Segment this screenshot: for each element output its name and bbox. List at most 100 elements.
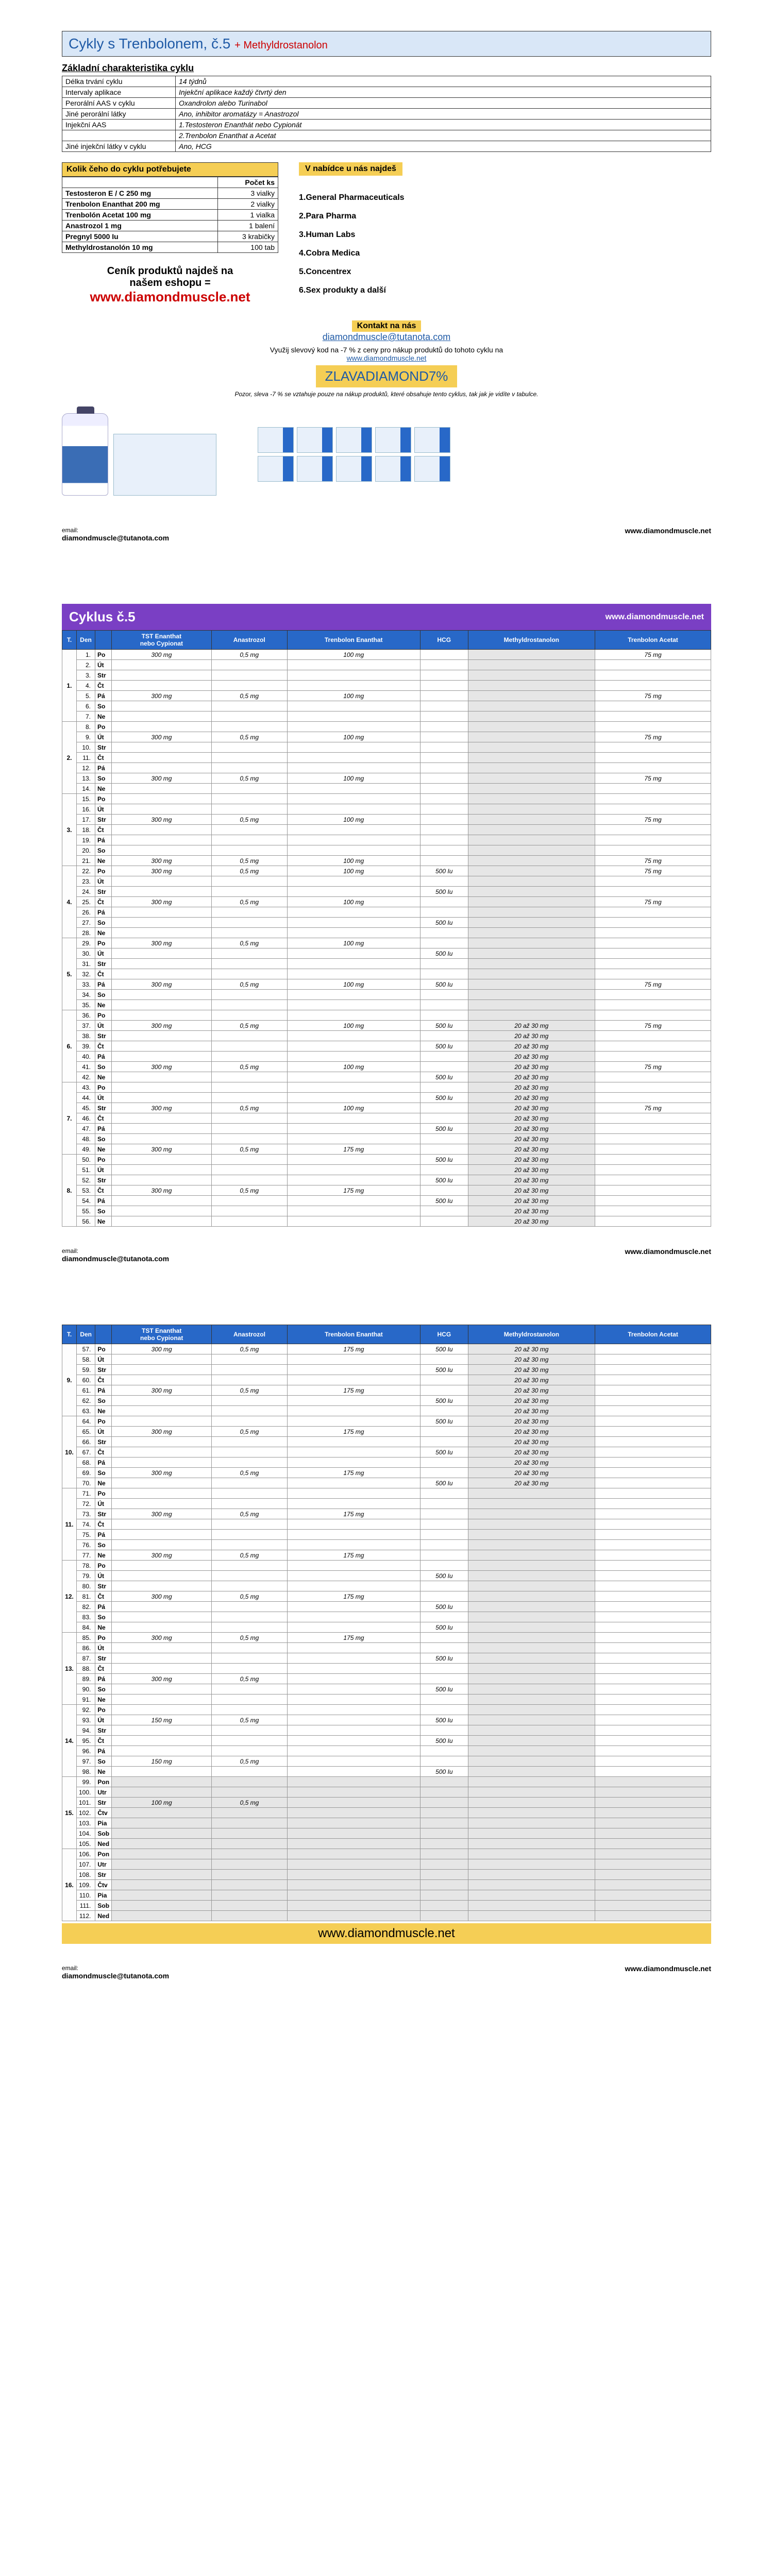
day-number: 69. <box>77 1468 95 1478</box>
bottom-banner[interactable]: www.diamondmuscle.net <box>62 1923 711 1944</box>
weekday: Sob <box>95 1828 112 1839</box>
contact-email[interactable]: diamondmuscle@tutanota.com <box>323 332 450 342</box>
need-value: 100 tab <box>218 242 278 253</box>
dose-cell <box>287 918 420 928</box>
dose-cell <box>211 1155 287 1165</box>
dose-cell <box>287 1530 420 1540</box>
week-number: 2. <box>62 722 77 794</box>
dose-cell <box>420 990 468 1000</box>
dose-cell <box>468 670 595 681</box>
dose-cell <box>468 1715 595 1725</box>
dose-cell <box>112 1216 212 1227</box>
day-number: 86. <box>77 1643 95 1653</box>
cycle-col-head: Den <box>77 631 95 650</box>
dose-cell <box>468 1509 595 1519</box>
dose-cell: 0,5 mg <box>212 1344 288 1354</box>
day-number: 66. <box>77 1437 95 1447</box>
day-number: 24. <box>77 887 95 897</box>
dose-cell <box>468 938 595 948</box>
weekday: Str <box>95 1653 112 1664</box>
dose-cell <box>595 1530 711 1540</box>
weekday: Str <box>95 1798 112 1808</box>
dose-cell <box>595 1447 711 1458</box>
dose-cell <box>595 969 711 979</box>
weekday: Str <box>95 1437 112 1447</box>
dose-cell: 500 Iu <box>420 887 468 897</box>
dose-cell: 100 mg <box>287 1021 420 1031</box>
dose-cell <box>287 1767 420 1777</box>
weekday: Po <box>95 1705 112 1715</box>
brand-item: 1.General Pharmaceuticals <box>299 193 711 202</box>
week-number: 10. <box>62 1416 77 1488</box>
dose-cell <box>211 711 287 722</box>
weekday: Po <box>95 1416 112 1427</box>
dose-cell <box>112 918 212 928</box>
dose-cell: 300 mg <box>112 691 212 701</box>
day-number: 104. <box>77 1828 95 1839</box>
dose-cell: 300 mg <box>112 1385 212 1396</box>
weekday: Pá <box>95 835 112 845</box>
dose-cell <box>212 1622 288 1633</box>
char-label: Jiné perorální látky <box>62 109 176 120</box>
weekday: Pá <box>95 1530 112 1540</box>
dose-cell <box>595 1653 711 1664</box>
char-label: Injekční AAS <box>62 120 176 130</box>
weekday: Út <box>95 804 112 815</box>
dose-cell <box>211 1052 287 1062</box>
dose-cell <box>287 1488 420 1499</box>
week-number: 8. <box>62 1155 77 1227</box>
dose-cell <box>595 1787 711 1798</box>
dose-cell <box>595 1072 711 1082</box>
dose-cell: 300 mg <box>112 1509 212 1519</box>
dose-cell <box>595 1736 711 1746</box>
cycle-col-head: Trenbolon Acetat <box>595 1325 711 1344</box>
dose-cell: 75 mg <box>595 815 711 825</box>
weekday: Pia <box>95 1818 112 1828</box>
cycle-site[interactable]: www.diamondmuscle.net <box>606 613 704 622</box>
dose-cell <box>112 753 212 763</box>
weekday: So <box>95 1396 112 1406</box>
dose-cell: 500 Iu <box>420 1155 468 1165</box>
weekday: Sob <box>95 1901 112 1911</box>
dose-cell <box>211 887 287 897</box>
day-number: 45. <box>77 1103 95 1113</box>
week-number: 14. <box>62 1705 77 1777</box>
dose-cell <box>595 1694 711 1705</box>
dose-cell <box>420 1530 468 1540</box>
dose-cell: 500 Iu <box>420 1344 468 1354</box>
week-number: 3. <box>62 794 77 866</box>
dose-cell <box>420 1427 468 1437</box>
dose-cell: 20 až 30 mg <box>468 1082 595 1093</box>
day-number: 90. <box>77 1684 95 1694</box>
dose-cell: 0,5 mg <box>212 1756 288 1767</box>
char-value: Injekční aplikace každý čtvrtý den <box>176 87 711 98</box>
dose-cell <box>112 1155 212 1165</box>
dose-cell <box>420 1591 468 1602</box>
eshop-link[interactable]: www.diamondmuscle.net <box>62 289 278 305</box>
dose-cell <box>595 1000 711 1010</box>
dose-cell <box>211 681 287 691</box>
dose-cell <box>112 1196 212 1206</box>
dose-cell <box>595 907 711 918</box>
weekday: Pon <box>95 1849 112 1859</box>
day-number: 65. <box>77 1427 95 1437</box>
weekday: Pá <box>95 1124 112 1134</box>
cycle-col-head: Den <box>77 1325 95 1344</box>
dose-cell <box>112 887 212 897</box>
discount-link[interactable]: www.diamondmuscle.net <box>347 354 427 362</box>
dose-cell <box>211 701 287 711</box>
cycle-col-head: Trenbolon Acetat <box>595 631 711 650</box>
dose-cell <box>212 1499 288 1509</box>
dose-cell <box>287 969 420 979</box>
dose-cell <box>112 722 212 732</box>
dose-cell <box>468 1664 595 1674</box>
footer-site[interactable]: www.diamondmuscle.net <box>625 527 711 542</box>
week-number: 13. <box>62 1633 77 1705</box>
dose-cell <box>420 753 468 763</box>
dose-cell <box>595 681 711 691</box>
dose-cell <box>211 784 287 794</box>
dose-cell <box>212 1612 288 1622</box>
dose-cell: 20 až 30 mg <box>468 1365 595 1375</box>
day-number: 99. <box>77 1777 95 1787</box>
dose-cell <box>112 1777 212 1787</box>
